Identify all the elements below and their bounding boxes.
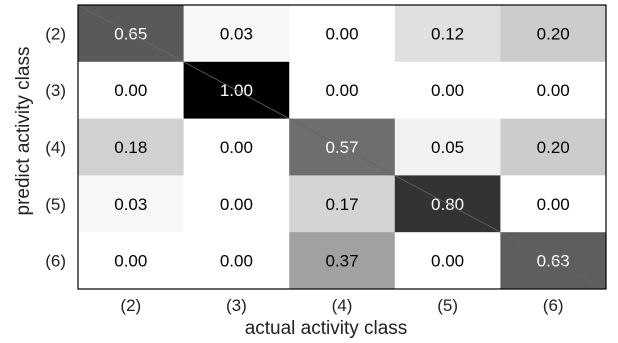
heatmap-cell [500,118,607,176]
plot-frame [77,4,607,290]
heatmap-cell [183,5,290,63]
cell-value-label: 0.18 [114,138,147,157]
y-tick-label: (5) [45,195,66,214]
x-tick-label: (5) [437,296,458,315]
cell-value-label: 0.00 [537,81,570,100]
cell-value-label: 0.03 [114,195,147,214]
x-tick-label: (4) [332,296,353,315]
heatmap-cell [394,5,501,63]
cell-value-label: 0.00 [114,252,147,271]
x-axis-label: actual activity class [245,318,408,339]
heatmap-cell [78,232,185,290]
x-tick-label: (2) [120,296,141,315]
heatmap-cell [78,61,185,120]
x-tick-label: (6) [543,296,564,315]
cell-value-label: 0.00 [325,24,358,43]
cell-value-label: 0.00 [114,81,147,100]
y-tick-label: (2) [45,24,66,43]
cell-value-label: 0.20 [537,138,570,157]
cell-value-label: 0.17 [325,195,358,214]
x-tick-labels: (2) (3) (4) (5) (6) [120,296,563,315]
cell-value-label: 0.00 [431,252,464,271]
cell-value-label: 0.12 [431,24,464,43]
cell-value-label: 0.00 [431,81,464,100]
heatmap-cell [183,118,290,176]
y-tick-label: (6) [45,252,66,271]
heatmap-cell [289,175,396,233]
cell-value-label: 0.20 [537,24,570,43]
cell-value-label: 0.00 [220,138,253,157]
heatmap-cell [394,61,501,120]
heatmap-cell [289,232,396,290]
heatmap-cell [500,5,607,63]
heatmap-cell [183,232,290,290]
cell-value-label: 0.05 [431,138,464,157]
heatmap-cell [78,175,185,233]
heatmap-cell [289,61,396,120]
diagonal-line [77,4,607,290]
y-tick-label: (4) [45,138,66,157]
heatmap-cell [394,232,501,290]
cell-value-label: 0.00 [325,81,358,100]
heatmap-cell [183,175,290,233]
x-tick-label: (3) [226,296,247,315]
y-tick-labels: (2) (3) (4) (5) (6) [45,24,66,270]
cell-value-label: 0.00 [537,195,570,214]
heatmap-cell [500,175,607,233]
y-tick-label: (3) [45,81,66,100]
cell-value-label: 0.00 [220,195,253,214]
cell-value-label: 0.00 [220,252,253,271]
heatmap-cell [394,118,501,176]
cell-value-label: 0.37 [325,252,358,271]
heatmap-cell [78,118,185,176]
y-axis-label: predict activity class [13,47,34,216]
heatmap-cell [500,61,607,120]
cell-value-label: 0.03 [220,24,253,43]
heatmap-cell [289,5,396,63]
heatmap-cells: 0.65 0.03 0.00 0.12 0.200.00 1.00 0.00 0.00 0.00… [78,5,607,290]
